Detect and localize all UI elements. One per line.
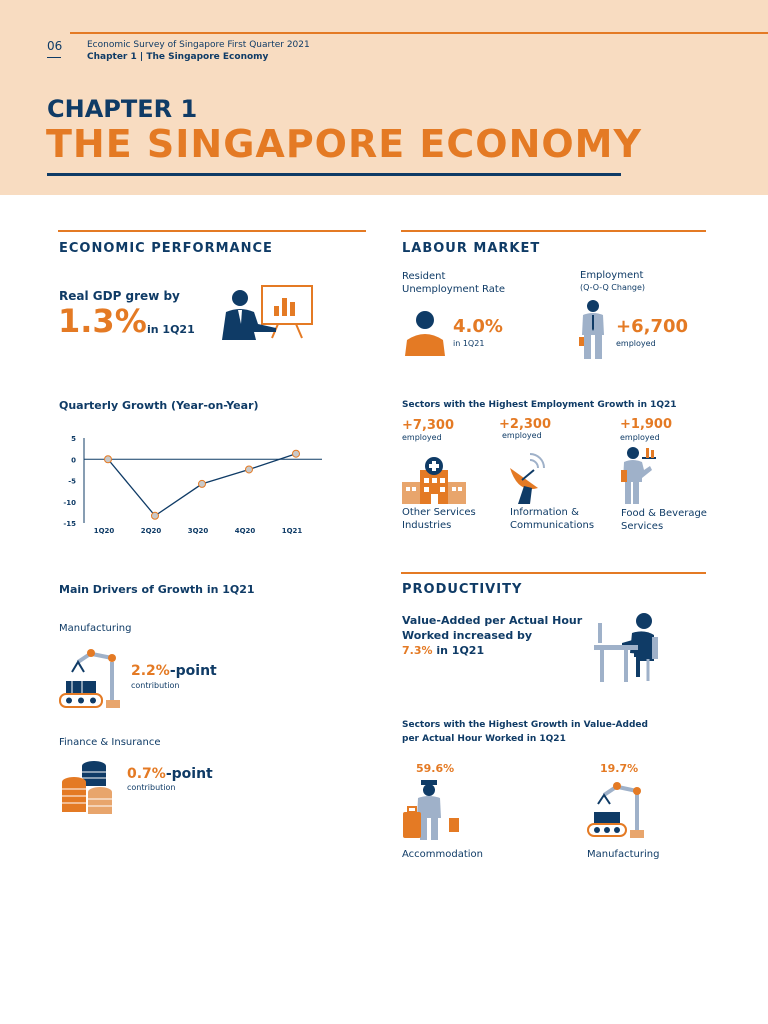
unemp-label-2: Unemployment Rate xyxy=(402,284,505,295)
finance-note: contribution xyxy=(127,783,176,792)
presenter-icon xyxy=(222,285,313,340)
productivity-line-1: Value-Added per Actual Hour xyxy=(402,614,583,627)
sector-2-note: employed xyxy=(502,431,542,440)
person-icon xyxy=(405,311,445,356)
unemp-value: 4.0% xyxy=(453,316,503,337)
chapter-title: THE SINGAPORE ECONOMY xyxy=(46,122,643,166)
coin-stacks-icon xyxy=(62,761,112,814)
econ-section-title: ECONOMIC PERFORMANCE xyxy=(59,241,273,256)
y-tick-label: -15 xyxy=(63,520,76,528)
x-tick-label: 3Q20 xyxy=(188,527,209,535)
drivers-finance-label: Finance & Insurance xyxy=(59,737,161,748)
labour-rule xyxy=(401,230,706,232)
emp-sub: (Q-O-Q Change) xyxy=(580,283,646,292)
waiter-icon xyxy=(621,447,656,504)
accommodation-value: 59.6% xyxy=(416,762,455,775)
data-point xyxy=(151,511,159,520)
drivers-manufacturing-label: Manufacturing xyxy=(59,623,132,634)
productivity-section-title: PRODUCTIVITY xyxy=(402,582,523,597)
sector-3-name-1: Food & Beverage xyxy=(621,508,707,519)
hospital-icon xyxy=(402,457,466,504)
sector-3-name-2: Services xyxy=(621,521,664,532)
labour-section-title: LABOUR MARKET xyxy=(402,241,541,256)
page-number-rule xyxy=(47,57,61,58)
emp-note: employed xyxy=(616,339,656,348)
manufacturing-productivity-value: 19.7% xyxy=(600,762,639,775)
x-tick-label: 1Q20 xyxy=(94,527,115,535)
desk-worker-icon xyxy=(594,613,658,682)
sector-2-value: +2,300 xyxy=(499,417,552,432)
quarterly-growth-chart: 5 0 -5 -10 -15 1Q20 2Q20 3Q20 4Q20 1Q21 xyxy=(63,435,322,535)
sector-3-value: +1,900 xyxy=(620,417,673,432)
sector-1-note: employed xyxy=(402,433,442,442)
accommodation-label: Accommodation xyxy=(402,849,484,860)
data-point xyxy=(245,465,253,474)
manufacturing-contribution: 2.2%-point xyxy=(131,663,217,679)
sector-3-note: employed xyxy=(620,433,660,442)
gdp-lead: Real GDP grew by xyxy=(59,289,180,303)
data-point xyxy=(198,479,206,488)
emp-value: +6,700 xyxy=(616,316,689,337)
chapter-breadcrumb: Chapter 1 | The Singapore Economy xyxy=(87,52,269,62)
productivity-line-2: Worked increased by xyxy=(402,629,533,642)
y-tick-label: 0 xyxy=(71,456,76,464)
data-point xyxy=(292,449,300,458)
y-tick-label: -5 xyxy=(68,478,76,486)
manufacturing-note: contribution xyxy=(131,681,180,690)
unemp-period: in 1Q21 xyxy=(453,339,485,348)
productivity-value-line: 7.3% in 1Q21 xyxy=(402,644,485,657)
gdp-value: 1.3% xyxy=(58,302,147,340)
header-top-rule xyxy=(70,32,768,34)
sector-1-name-2: Industries xyxy=(402,520,452,531)
sector-1-value: +7,300 xyxy=(402,418,455,433)
chapter-label: CHAPTER 1 xyxy=(47,95,198,123)
x-tick-label: 2Q20 xyxy=(141,527,162,535)
emp-sectors-title: Sectors with the Highest Employment Grow… xyxy=(402,400,677,410)
emp-label: Employment xyxy=(580,270,644,281)
y-tick-label: -10 xyxy=(63,499,76,507)
robotic-arm-icon xyxy=(59,649,120,708)
gdp-period: in 1Q21 xyxy=(147,323,195,336)
satellite-dish-icon xyxy=(510,453,545,504)
y-tick-label: 5 xyxy=(71,435,76,443)
page-number: 06 xyxy=(47,39,63,53)
sector-1-name-1: Other Services xyxy=(402,507,476,518)
drivers-title: Main Drivers of Growth in 1Q21 xyxy=(59,583,255,596)
finance-contribution: 0.7%-point xyxy=(127,766,213,782)
econ-rule xyxy=(58,230,366,232)
sector-2-name-1: Information & xyxy=(510,507,579,518)
productivity-sectors-title-1: Sectors with the Highest Growth in Value… xyxy=(402,720,648,730)
robotic-arm-icon-productivity xyxy=(587,782,644,838)
chart-title: Quarterly Growth (Year-on-Year) xyxy=(59,399,259,412)
chapter-title-underline xyxy=(47,173,621,176)
data-point xyxy=(104,455,112,464)
productivity-sectors-title-2: per Actual Hour Worked in 1Q21 xyxy=(402,734,566,744)
x-tick-label: 1Q21 xyxy=(282,527,303,535)
worker-icon xyxy=(579,300,604,359)
sector-2-name-2: Communications xyxy=(510,520,595,531)
survey-title: Economic Survey of Singapore First Quart… xyxy=(87,40,310,50)
productivity-rule xyxy=(401,572,706,574)
bellhop-luggage-icon xyxy=(403,780,459,840)
manufacturing-productivity-label: Manufacturing xyxy=(587,849,660,860)
x-tick-label: 4Q20 xyxy=(235,527,256,535)
unemp-label-1: Resident xyxy=(402,271,446,282)
